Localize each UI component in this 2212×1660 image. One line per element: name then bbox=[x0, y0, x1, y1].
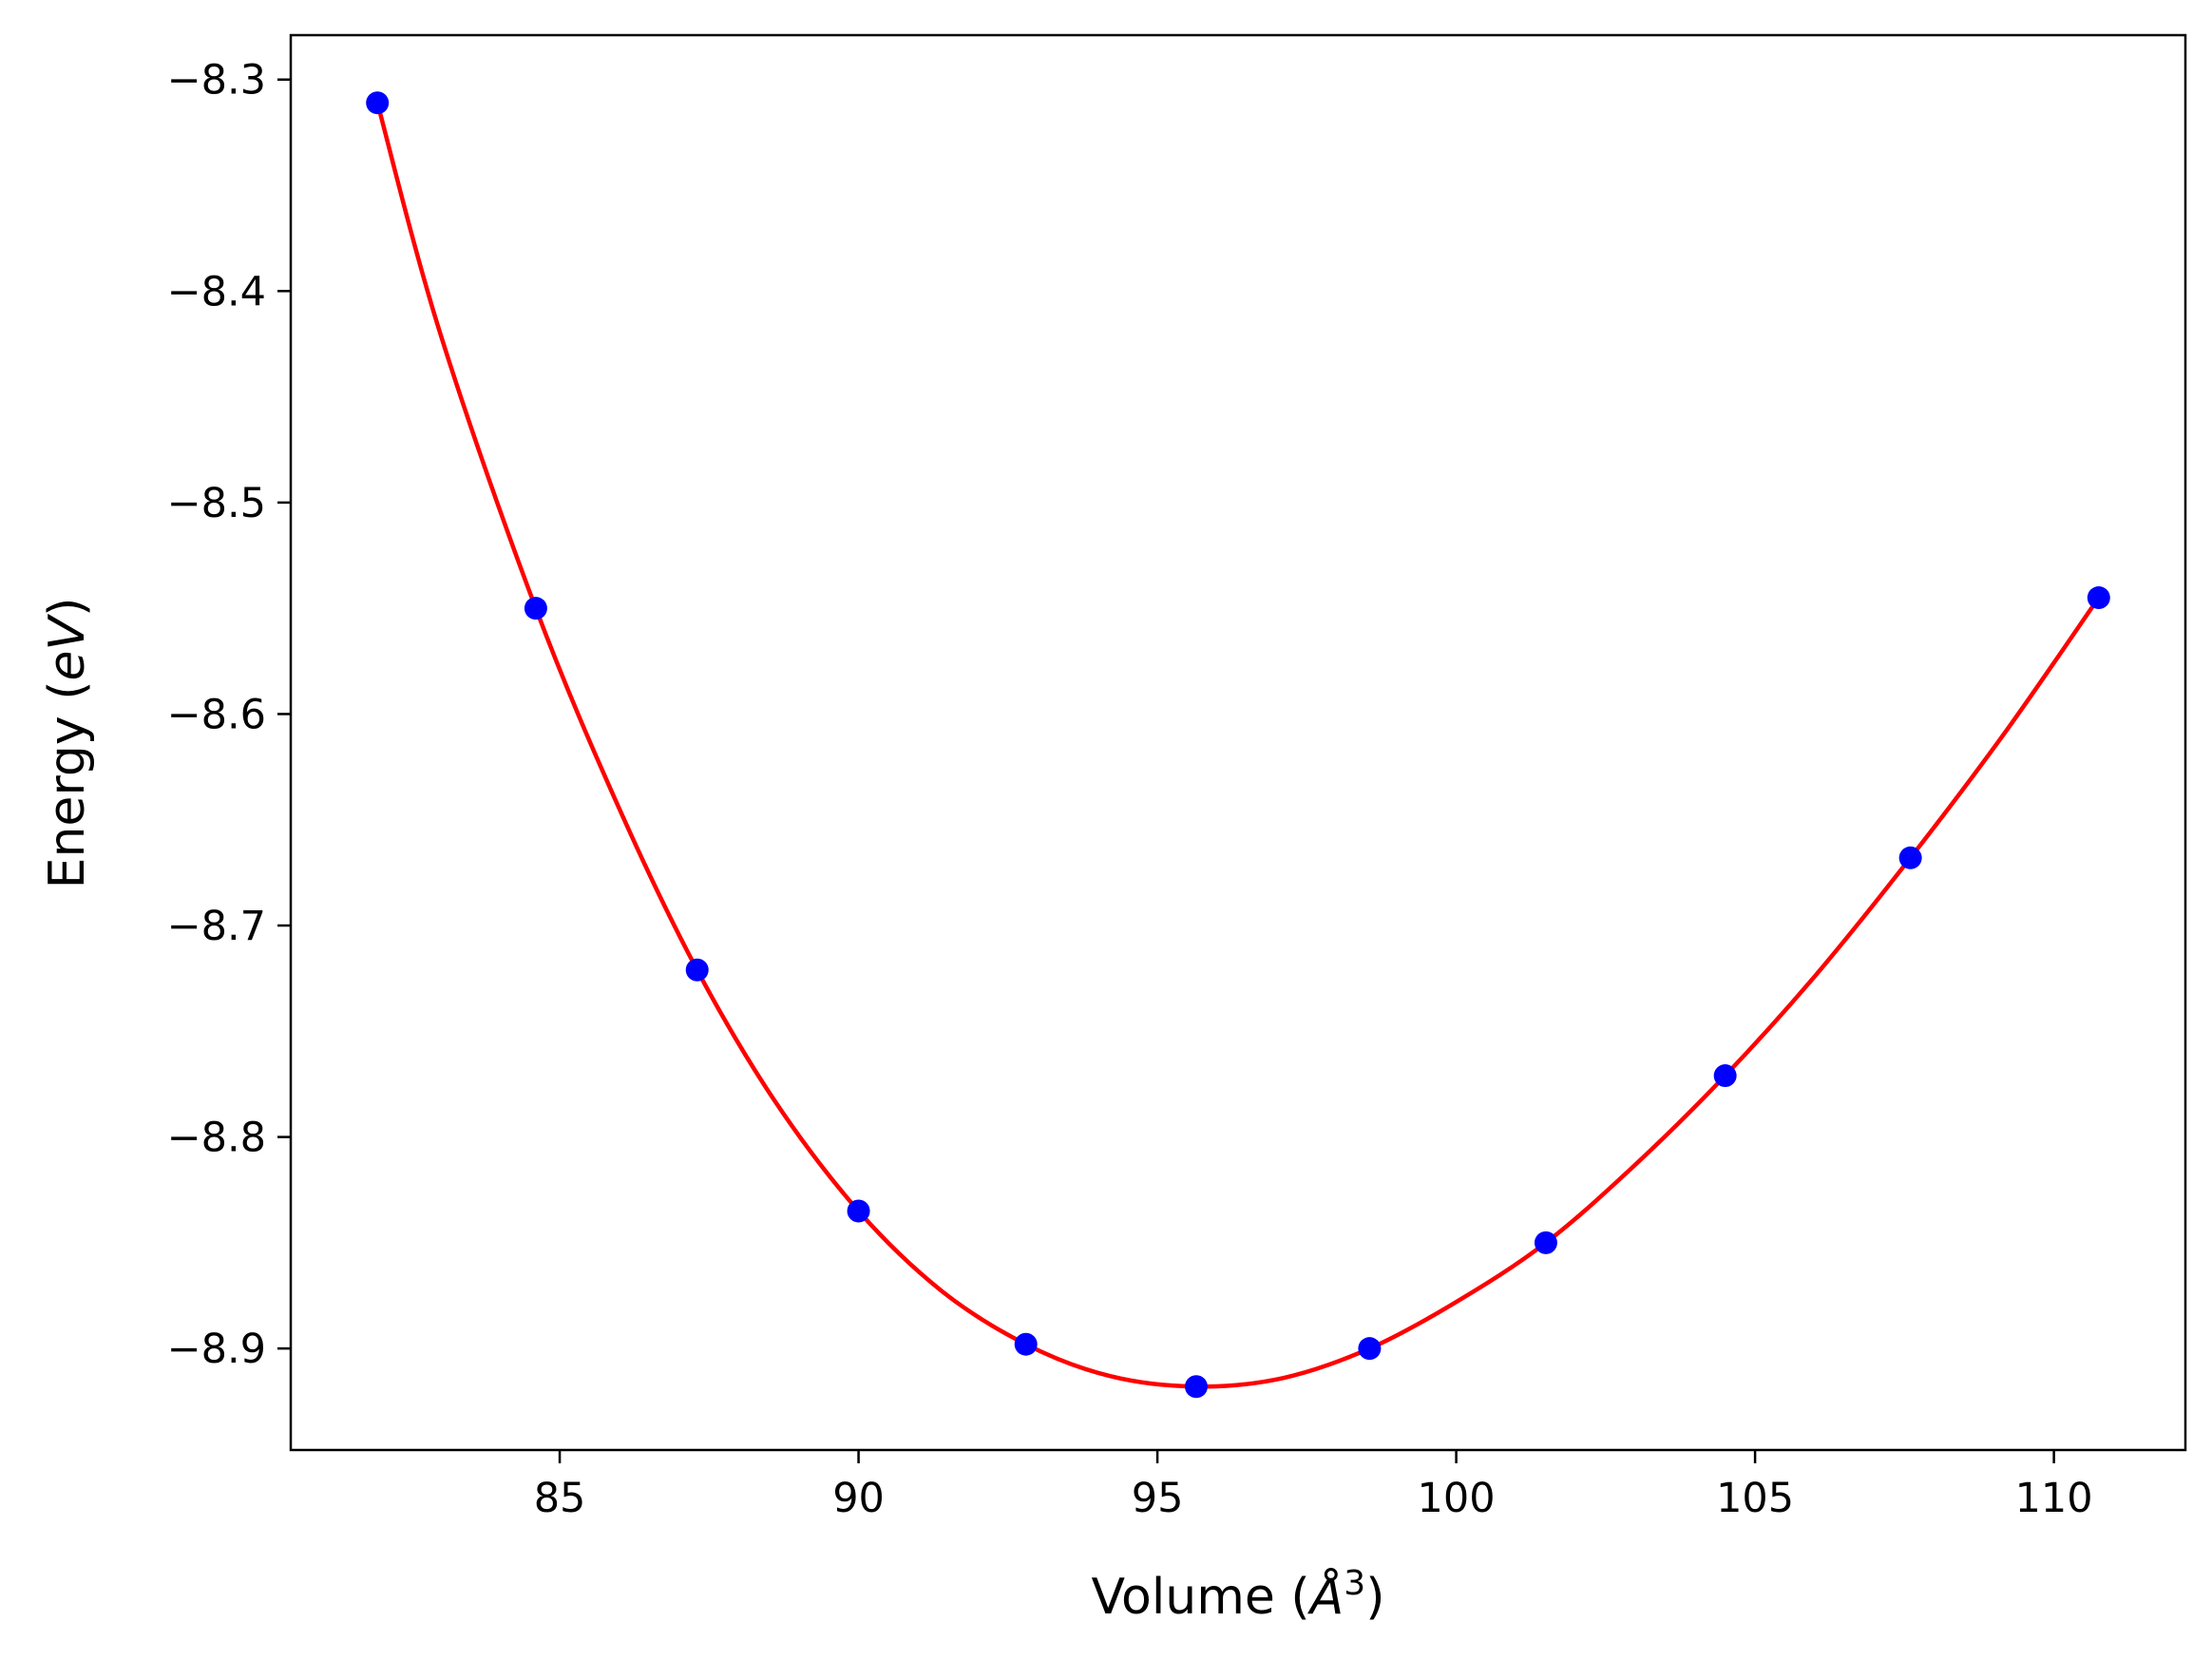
data-point bbox=[1713, 1064, 1737, 1088]
y-tick-label: −8.7 bbox=[167, 903, 266, 950]
x-tick-label: 100 bbox=[1418, 1475, 1496, 1522]
y-tick-label: −8.4 bbox=[167, 268, 266, 315]
y-axis-label: Energy (eV) bbox=[39, 598, 96, 889]
data-point bbox=[1534, 1231, 1557, 1254]
y-axis: −8.9 −8.8 −8.7 −8.6 −8.5 −8.4 −8.3 bbox=[167, 57, 291, 1373]
fit-curve-line bbox=[374, 100, 2102, 1389]
data-point bbox=[1014, 1332, 1038, 1356]
data-point bbox=[366, 91, 390, 115]
x-axis: 85 90 95 100 105 110 bbox=[534, 1450, 2093, 1522]
x-tick-label: 110 bbox=[2015, 1475, 2093, 1522]
data-point bbox=[1898, 846, 1922, 869]
data-points bbox=[366, 91, 2110, 1399]
plot-frame bbox=[289, 33, 2187, 1452]
data-point bbox=[685, 958, 709, 982]
x-axis-label: Volume (Å3) bbox=[1092, 1564, 1385, 1627]
x-tick-label: 85 bbox=[534, 1475, 586, 1522]
y-tick-label: −8.6 bbox=[167, 691, 266, 738]
x-tick-label: 90 bbox=[832, 1475, 885, 1522]
y-tick-label: −8.9 bbox=[167, 1326, 266, 1373]
data-point bbox=[2087, 586, 2110, 610]
x-tick-label: 95 bbox=[1132, 1475, 1184, 1522]
data-point bbox=[847, 1199, 870, 1223]
y-tick-label: −8.5 bbox=[167, 480, 266, 527]
data-point bbox=[1358, 1337, 1382, 1361]
y-tick-label: −8.8 bbox=[167, 1115, 266, 1162]
data-point bbox=[1184, 1375, 1208, 1399]
data-point bbox=[524, 597, 547, 620]
x-tick-label: 105 bbox=[1716, 1475, 1794, 1522]
y-tick-label: −8.3 bbox=[167, 57, 266, 105]
